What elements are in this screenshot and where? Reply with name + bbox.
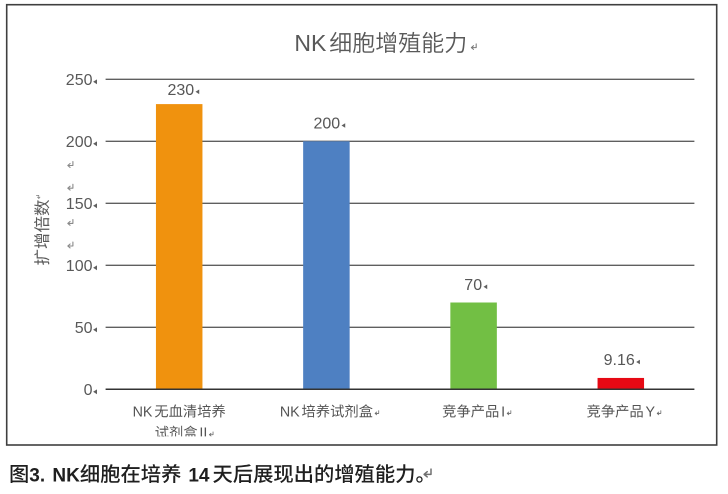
svg-text:I: I: [501, 404, 505, 420]
svg-text:230: 230: [167, 82, 194, 99]
svg-text:NK: NK: [280, 404, 300, 420]
svg-text:0: 0: [84, 382, 93, 399]
svg-text:NK: NK: [52, 465, 80, 486]
svg-text:150: 150: [66, 196, 93, 213]
svg-text:14: 14: [188, 465, 210, 486]
svg-text:70: 70: [464, 277, 482, 294]
svg-text:NK: NK: [294, 30, 327, 56]
svg-text:200: 200: [313, 116, 340, 133]
svg-text:50: 50: [75, 320, 93, 337]
svg-text:250: 250: [66, 72, 93, 89]
svg-text:200: 200: [66, 134, 93, 151]
svg-text:9.16: 9.16: [604, 352, 635, 369]
svg-text:Y: Y: [646, 404, 656, 420]
svg-text:3.: 3.: [29, 465, 45, 486]
svg-text:II: II: [199, 426, 207, 442]
svg-text:100: 100: [66, 258, 93, 275]
svg-text:NK: NK: [133, 404, 153, 420]
